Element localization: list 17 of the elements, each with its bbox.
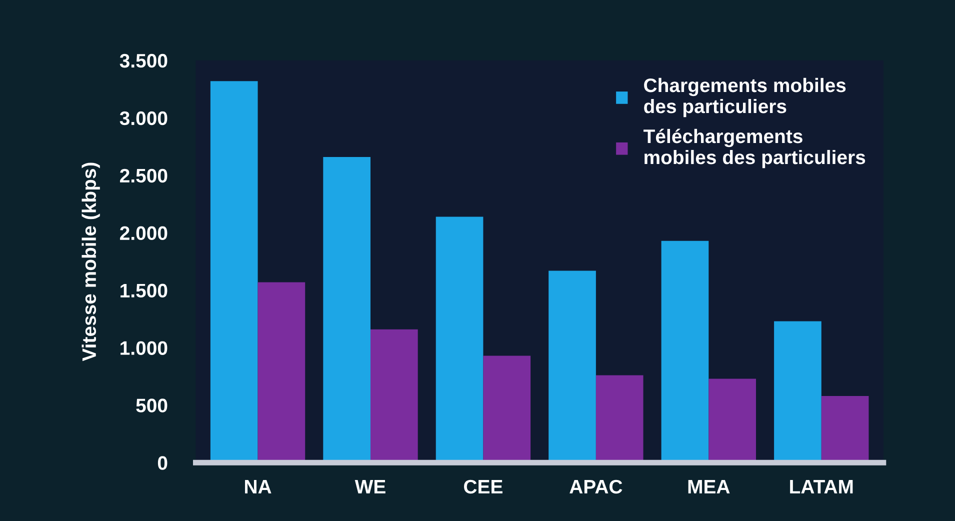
- y-tick-label: 2.000: [120, 226, 168, 240]
- y-tick-label: 1.000: [120, 341, 168, 355]
- x-tick-label: WE: [354, 480, 386, 494]
- y-tick-label: 1.500: [120, 284, 168, 298]
- y-tick-label: 2.500: [120, 168, 168, 183]
- y-tick-label: 3.500: [120, 54, 168, 68]
- y-tick-label: 3.000: [120, 111, 168, 126]
- x-tick-label: MEA: [688, 480, 730, 494]
- y-axis-title: Vitesse mobile (kbps): [82, 162, 100, 362]
- x-tick-label: CEE: [464, 480, 502, 494]
- x-tick-label: APAC: [570, 480, 622, 494]
- x-tick-label: NA: [245, 480, 272, 494]
- legend-label: Téléchargements mobiles des particuliers: [643, 128, 866, 168]
- x-tick-label: LATAM: [790, 480, 853, 494]
- y-tick-label: 500: [136, 398, 168, 412]
- legend-label: Chargements mobiles des particuliers: [644, 78, 846, 118]
- y-tick-label: 0: [158, 456, 168, 470]
